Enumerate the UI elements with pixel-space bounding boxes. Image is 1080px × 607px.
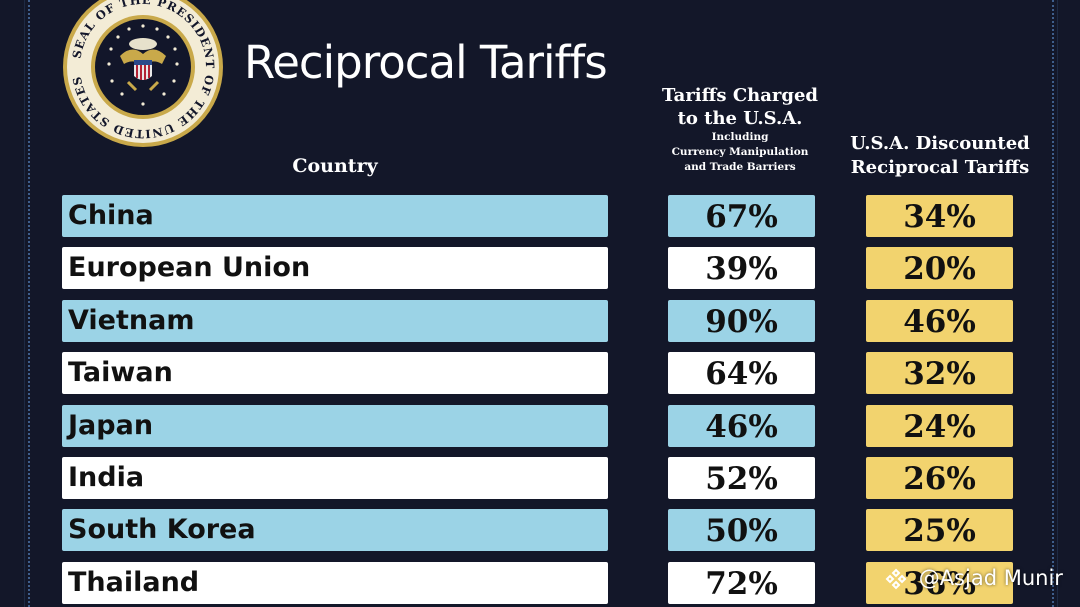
tariff-charged-cell: 64% [668,352,815,394]
country-cell: Vietnam [62,300,608,342]
reciprocal-tariff-cell: 32% [866,352,1013,394]
reciprocal-tariff-cell: 25% [866,509,1013,551]
header-charged-sub2: Currency Manipulation [671,146,809,158]
table-row: South Korea 50% 25% [0,509,1080,553]
tariff-charged-cell: 67% [668,195,815,237]
country-cell: Japan [62,405,608,447]
reciprocal-tariff-cell: 36% [866,562,1013,604]
reciprocal-tariff-cell: 20% [866,247,1013,289]
tariff-charged-cell: 39% [668,247,815,289]
reciprocal-tariff-cell: 26% [866,457,1013,499]
binance-square-icon [885,568,907,590]
table-row: Japan 46% 24% [0,405,1080,449]
tariff-charged-cell: 52% [668,457,815,499]
tariff-charged-cell: 72% [668,562,815,604]
country-cell: European Union [62,247,608,289]
reciprocal-tariff-cell: 34% [866,195,1013,237]
table-row: Vietnam 90% 46% [0,300,1080,344]
frame-border-left-outer [24,0,25,607]
header-reciprocal-tariffs: U.S.A. Discounted Reciprocal Tariffs [845,132,1035,180]
watermark-text: @Asjad Munir [918,566,1063,590]
table-row: India 52% 26% [0,457,1080,501]
country-cell: Taiwan [62,352,608,394]
table-row: Taiwan 64% 32% [0,352,1080,396]
header-charged-sub3: and Trade Barriers [684,161,796,173]
presidential-seal-icon: SEAL OF THE PRESIDENT OF THE UNITED STAT… [63,0,223,147]
frame-border-right [1052,0,1054,607]
watermark: @Asjad Munir [884,566,1063,591]
header-tariffs-charged: Tariffs Charged to the U.S.A. Including … [640,84,840,175]
frame-border-left [28,0,30,607]
country-cell: India [62,457,608,499]
header-recip-line2: Reciprocal Tariffs [850,157,1030,178]
page-title: Reciprocal Tariffs [244,36,608,89]
table-row: European Union 39% 20% [0,247,1080,291]
tariff-charged-cell: 90% [668,300,815,342]
header-country: Country [292,155,378,177]
reciprocal-tariff-cell: 46% [866,300,1013,342]
table-row: China 67% 34% [0,195,1080,239]
header-recip-line1: U.S.A. Discounted [850,133,1030,154]
header-charged-line2: to the U.S.A. [677,108,803,129]
country-cell: South Korea [62,509,608,551]
tariff-charged-cell: 50% [668,509,815,551]
header-charged-line1: Tariffs Charged [661,85,818,106]
reciprocal-tariff-cell: 24% [866,405,1013,447]
table-row: Thailand 72% 36% [0,562,1080,606]
header-charged-sub1: Including [711,131,769,143]
tariff-charged-cell: 46% [668,405,815,447]
country-cell: China [62,195,608,237]
country-cell: Thailand [62,562,608,604]
frame-border-right-outer [1057,0,1058,607]
